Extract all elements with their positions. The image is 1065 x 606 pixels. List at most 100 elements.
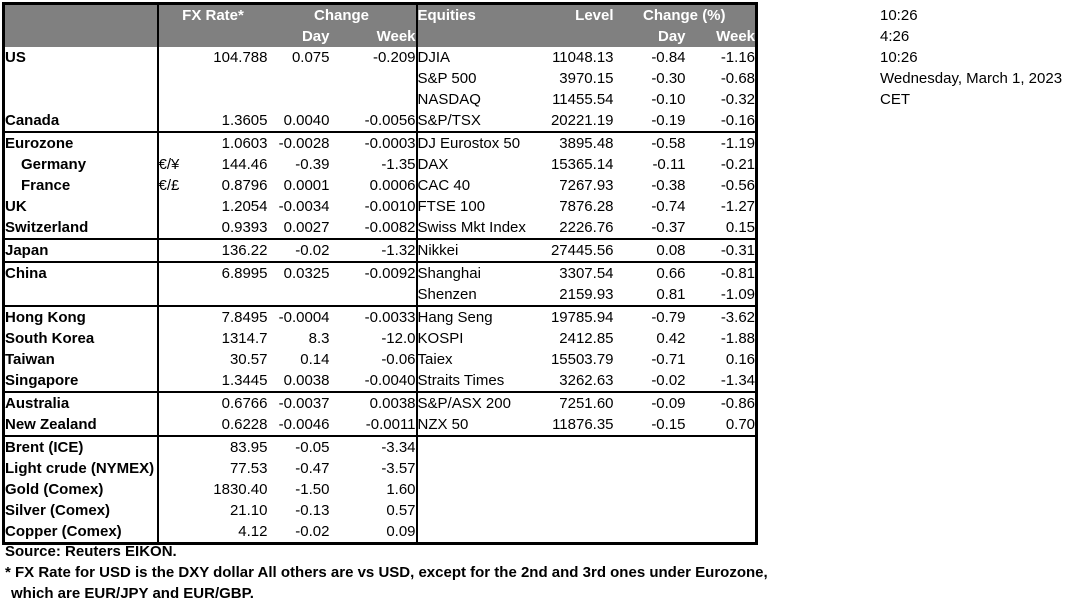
timezone-line: CET <box>880 91 910 108</box>
table-row: Germany €/¥ 144.46 -0.39 -1.35 DAX 15365.14 -0.… <box>3 154 757 175</box>
fx-change-week-value: -0.0040 <box>329 370 418 393</box>
row-label: Singapore <box>3 370 159 393</box>
equity-change-day-value <box>614 458 686 479</box>
equity-change-week-value: 0.16 <box>725 351 756 368</box>
fx-change-week-value: 0.0006 <box>329 175 418 196</box>
equity-change-day-value: -0.09 <box>651 395 686 412</box>
fx-rate-value: 83.95 <box>229 439 268 456</box>
equity-change-day-value: 0.42 <box>656 330 686 347</box>
row-label: Eurozone <box>3 132 159 154</box>
fx-rate-value: 144.46 <box>221 156 268 173</box>
equity-change-day-value: 0.66 <box>656 265 686 282</box>
fx-change-day-value: 0.0038 <box>267 370 330 393</box>
table-row: US 104.788 0.075 -0.209 DJIA 11048.13 -0.84 -1.… <box>3 47 757 68</box>
fx-rate-value <box>187 284 268 307</box>
fx-change-week-value: -3.57 <box>329 458 418 479</box>
fx-rate-value: 1.3605 <box>187 110 268 133</box>
fx-change-day-value: 0.075 <box>291 49 330 66</box>
currency-pair-label <box>158 89 188 110</box>
timestamp-line: 10:26 <box>880 7 918 24</box>
empty-header-cell <box>536 26 614 47</box>
equity-name: FTSE 100 <box>417 198 486 215</box>
fx-rate-value: 0.8796 <box>221 177 268 194</box>
currency-pair-label <box>158 458 188 479</box>
fx-change-week-value: -0.0010 <box>329 196 418 217</box>
row-label: US <box>3 47 159 68</box>
equity-change-week-value: -1.88 <box>720 330 756 347</box>
equity-level-value: 2226.76 <box>536 217 614 240</box>
header-row-1: FX Rate* Change Equities Level Change (%… <box>3 3 757 26</box>
fx-footnote-line-1: * FX Rate for USD is the DXY dollar All … <box>5 564 768 581</box>
fx-change-week-value: 0.57 <box>329 500 418 521</box>
equity-change-week-value: -1.09 <box>685 284 757 307</box>
fx-change-day-value: 0.0040 <box>267 110 330 133</box>
table-row: Japan 136.22 -0.02 -1.32 Nikkei 27445.56 0.08-… <box>3 239 757 263</box>
equity-level-value: 15365.14 <box>550 156 614 173</box>
fx-day-header: Day <box>267 26 330 47</box>
fx-change-day-value: -1.50 <box>295 481 330 498</box>
equity-level-value: 20221.19 <box>536 110 614 133</box>
table-row: NASDAQ 11455.54 -0.10 -0.32 <box>3 89 757 110</box>
equity-change-week-value: -0.86 <box>720 395 756 412</box>
currency-pair-label: €/¥ <box>158 156 180 173</box>
fx-change-week-value: 0.09 <box>329 521 418 544</box>
row-label: South Korea <box>3 328 159 349</box>
fx-change-week-value: -12.0 <box>329 328 418 349</box>
equity-name: DAX <box>417 156 449 173</box>
fx-change-day-value: -0.39 <box>295 156 330 173</box>
fx-change-week-value: -0.06 <box>329 349 418 370</box>
currency-pair-label <box>157 370 188 393</box>
equity-change-day-value: 0.81 <box>613 284 686 307</box>
timestamp-line: 10:26 <box>880 49 918 66</box>
row-label: Brent (ICE) <box>3 436 159 458</box>
equity-level-value: 7251.60 <box>559 395 614 412</box>
equity-change-week-value: -1.19 <box>720 135 756 152</box>
fx-change-day-value: -0.0028 <box>278 135 330 152</box>
currency-pair-label <box>158 306 188 328</box>
row-label: Copper (Comex) <box>3 521 159 544</box>
row-label: Japan <box>3 239 159 263</box>
timestamp-block: 10:26 4:26 10:26 Wednesday, March 1, 202… <box>880 5 1062 110</box>
currency-pair-label <box>157 414 188 437</box>
timestamp-line: 4:26 <box>880 28 910 45</box>
equity-name: Shanghai <box>417 265 481 282</box>
currency-pair-label <box>158 500 188 521</box>
equity-change-week-value: -1.34 <box>685 370 757 393</box>
equity-name: S&P/ASX 200 <box>417 395 511 412</box>
table-header: FX Rate* Change Equities Level Change (%… <box>3 3 757 47</box>
equity-name: Nikkei <box>416 239 537 263</box>
fx-rate-value: 1830.40 <box>213 481 268 498</box>
fx-rate-value: 1314.7 <box>221 330 268 347</box>
equity-change-day-value: -0.79 <box>651 309 686 326</box>
equity-change-day-value: -0.15 <box>613 414 686 437</box>
fx-change-day-value: -0.0004 <box>278 309 330 326</box>
equity-name: Hang Seng <box>417 309 493 326</box>
fx-rate-value <box>188 89 268 110</box>
equity-level-value <box>537 436 614 458</box>
empty-header-cell <box>157 26 268 47</box>
currency-pair-label <box>158 47 188 68</box>
equity-level-value: 11048.13 <box>552 49 614 66</box>
fx-change-week-value: -0.0011 <box>329 414 418 437</box>
corner-cell <box>3 3 159 26</box>
table-row: Switzerland 0.9393 0.0027 -0.0082 Swiss Mkt … <box>3 217 757 240</box>
equity-change-week-value: -0.31 <box>685 239 757 263</box>
fx-rate-value: 1.0603 <box>221 135 268 152</box>
equity-level-value: 3895.48 <box>559 135 614 152</box>
table-row: France €/£ 0.8796 0.0001 0.0006 CAC 40 7267.93… <box>3 175 757 196</box>
fx-rate-value <box>188 68 268 89</box>
row-label: Australia <box>3 392 159 414</box>
equity-name: CAC 40 <box>417 177 471 194</box>
fx-change-week-value: -1.32 <box>329 239 418 263</box>
fx-change-day-value: 0.0027 <box>267 217 330 240</box>
currency-pair-label <box>158 328 188 349</box>
header-row-2: Day Week Day Week <box>3 26 757 47</box>
equity-change-day-value <box>614 436 686 458</box>
fx-change-day-value: -0.13 <box>295 502 330 519</box>
currency-pair-label <box>158 262 188 284</box>
fx-rate-value: 104.788 <box>213 49 268 66</box>
equity-week-header: Week <box>685 26 757 47</box>
equity-change-week-value: 0.15 <box>685 217 757 240</box>
fx-change-week-value: -3.34 <box>329 436 418 458</box>
